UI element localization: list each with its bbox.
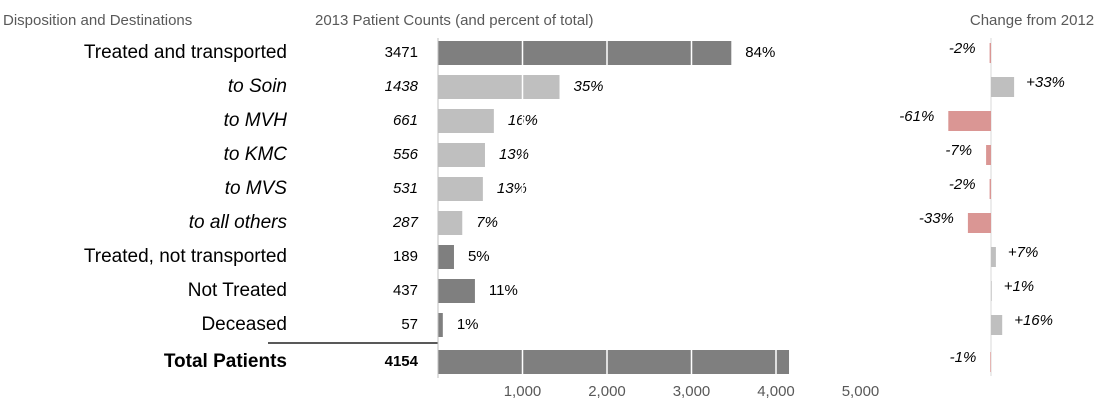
row-label: to Soin <box>228 76 287 97</box>
count-label: 1438 <box>385 78 419 95</box>
bar <box>438 350 790 374</box>
count-label: 556 <box>393 146 419 163</box>
x-tick-label: 5,000 <box>842 383 880 400</box>
bar <box>438 177 483 201</box>
count-label: 57 <box>401 316 418 333</box>
bar <box>438 75 560 99</box>
row-label: Treated and transported <box>84 42 287 63</box>
percent-label: 5% <box>468 248 490 265</box>
change-label: -1% <box>950 349 977 366</box>
column-title: Disposition and Destinations <box>3 12 192 29</box>
row-label: Not Treated <box>188 280 287 301</box>
change-bar <box>989 43 991 63</box>
change-label: -2% <box>949 176 976 193</box>
change-label: +7% <box>1008 244 1038 261</box>
change-bar <box>948 111 991 131</box>
bar <box>438 41 732 65</box>
count-label: 4154 <box>385 353 419 370</box>
count-label: 531 <box>393 180 418 197</box>
bar <box>438 143 485 167</box>
column-title: Change from 2012 <box>970 12 1094 29</box>
count-label: 437 <box>393 282 418 299</box>
change-label: -2% <box>949 40 976 57</box>
percent-label: 13% <box>499 146 529 163</box>
row-label: Treated, not transported <box>84 246 287 267</box>
bar <box>438 279 475 303</box>
change-bar <box>991 315 1003 335</box>
change-bar <box>991 247 996 267</box>
row-label: to KMC <box>224 144 288 165</box>
change-label: +33% <box>1026 74 1065 91</box>
row-label: Deceased <box>201 314 287 335</box>
x-tick-label: 2,000 <box>588 383 626 400</box>
change-bar <box>986 145 991 165</box>
change-label: +1% <box>1004 278 1034 295</box>
x-tick-label: 1,000 <box>504 383 542 400</box>
percent-label: 1% <box>457 316 479 333</box>
bar <box>438 211 463 235</box>
bar <box>438 109 494 133</box>
percent-label: 13% <box>497 180 527 197</box>
x-tick-label: 3,000 <box>673 383 711 400</box>
bar <box>438 245 454 269</box>
percent-label: 11% <box>489 282 518 299</box>
count-label: 287 <box>392 214 419 231</box>
count-label: 661 <box>393 112 418 129</box>
percent-label: 35% <box>574 78 604 95</box>
change-bar <box>991 77 1015 97</box>
percent-label: 7% <box>476 214 498 231</box>
change-bar <box>990 352 991 372</box>
row-label: to MVS <box>225 178 288 199</box>
row-label: to all others <box>189 212 288 233</box>
column-title: 2013 Patient Counts (and percent of tota… <box>315 12 594 29</box>
change-label: -7% <box>945 142 972 159</box>
change-label: -33% <box>919 210 954 227</box>
bar <box>438 313 443 337</box>
change-label: +16% <box>1014 312 1053 329</box>
count-label: 189 <box>393 248 418 265</box>
x-tick-label: 4,000 <box>757 383 795 400</box>
count-label: 3471 <box>385 44 418 61</box>
change-label: -61% <box>899 108 934 125</box>
row-label: to MVH <box>224 110 288 131</box>
percent-label: 84% <box>745 44 775 61</box>
row-label: Total Patients <box>164 351 287 372</box>
change-bar <box>989 179 991 199</box>
change-bar <box>967 213 991 233</box>
change-bar <box>991 281 992 301</box>
